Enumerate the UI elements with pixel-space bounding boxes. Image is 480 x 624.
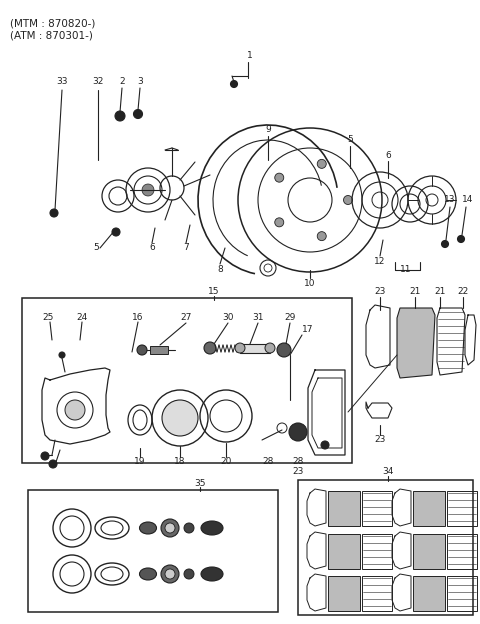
Circle shape	[115, 111, 125, 121]
Circle shape	[317, 159, 326, 168]
Circle shape	[321, 441, 329, 449]
Ellipse shape	[201, 521, 223, 535]
Circle shape	[317, 232, 326, 241]
Text: 34: 34	[382, 467, 394, 477]
Text: 24: 24	[76, 313, 88, 323]
Text: 18: 18	[174, 457, 186, 467]
Circle shape	[344, 195, 352, 205]
Text: 14: 14	[462, 195, 474, 205]
Circle shape	[235, 343, 245, 353]
Text: 29: 29	[284, 313, 296, 323]
Text: 7: 7	[183, 243, 189, 253]
Bar	[150, 346, 168, 354]
Ellipse shape	[140, 522, 156, 534]
Text: 6: 6	[385, 150, 391, 160]
Text: 28: 28	[262, 457, 274, 467]
Circle shape	[457, 235, 465, 243]
Circle shape	[133, 109, 143, 119]
Circle shape	[289, 423, 307, 441]
Bar	[447, 576, 477, 611]
Circle shape	[161, 565, 179, 583]
Polygon shape	[397, 308, 435, 378]
Text: 20: 20	[220, 457, 232, 467]
Text: 2: 2	[119, 77, 125, 87]
Circle shape	[49, 460, 57, 468]
Circle shape	[165, 523, 175, 533]
Text: 23: 23	[292, 467, 304, 477]
Text: 16: 16	[132, 313, 144, 323]
Bar	[328, 491, 360, 526]
Text: 21: 21	[434, 286, 446, 296]
Text: 10: 10	[304, 280, 316, 288]
Text: 25: 25	[42, 313, 54, 323]
Text: (MTM : 870820-): (MTM : 870820-)	[10, 18, 96, 28]
Circle shape	[112, 228, 120, 236]
Bar	[413, 534, 445, 569]
Text: 35: 35	[194, 479, 206, 487]
Text: 33: 33	[56, 77, 68, 87]
Circle shape	[137, 345, 147, 355]
Circle shape	[161, 519, 179, 537]
Text: 3: 3	[137, 77, 143, 87]
Bar	[22, 298, 352, 463]
Ellipse shape	[201, 567, 223, 581]
Circle shape	[184, 523, 194, 533]
Circle shape	[275, 173, 284, 182]
Bar	[28, 490, 278, 612]
Text: 9: 9	[265, 125, 271, 135]
Text: 23: 23	[374, 286, 386, 296]
Text: 11: 11	[400, 265, 412, 275]
Bar	[298, 480, 473, 615]
Circle shape	[165, 569, 175, 579]
Text: 28: 28	[292, 457, 304, 467]
Text: 32: 32	[92, 77, 104, 87]
Bar	[328, 576, 360, 611]
Circle shape	[41, 452, 49, 460]
Bar	[240, 344, 270, 353]
Ellipse shape	[140, 568, 156, 580]
Bar	[328, 534, 360, 569]
Text: 23: 23	[374, 436, 386, 444]
Bar	[362, 576, 392, 611]
Text: 13: 13	[444, 195, 456, 205]
Circle shape	[265, 343, 275, 353]
Bar	[447, 534, 477, 569]
Circle shape	[230, 80, 238, 87]
Text: 8: 8	[217, 265, 223, 275]
Text: 31: 31	[252, 313, 264, 323]
Circle shape	[50, 209, 58, 217]
Text: 27: 27	[180, 313, 192, 323]
Text: 30: 30	[222, 313, 234, 323]
Text: 12: 12	[374, 258, 386, 266]
Circle shape	[277, 343, 291, 357]
Circle shape	[442, 240, 448, 248]
Bar	[362, 534, 392, 569]
Circle shape	[184, 569, 194, 579]
Bar	[413, 491, 445, 526]
Text: 5: 5	[93, 243, 99, 253]
Circle shape	[59, 352, 65, 358]
Circle shape	[204, 342, 216, 354]
Text: 19: 19	[134, 457, 146, 467]
Text: 22: 22	[457, 286, 468, 296]
Text: 15: 15	[208, 286, 220, 296]
Circle shape	[275, 218, 284, 227]
Text: 6: 6	[149, 243, 155, 253]
Circle shape	[142, 184, 154, 196]
Bar	[362, 491, 392, 526]
Bar	[413, 576, 445, 611]
Text: 1: 1	[247, 52, 253, 61]
Text: 21: 21	[409, 286, 420, 296]
Bar	[447, 491, 477, 526]
Circle shape	[162, 400, 198, 436]
Text: (ATM : 870301-): (ATM : 870301-)	[10, 30, 93, 40]
Text: 17: 17	[302, 326, 314, 334]
Circle shape	[65, 400, 85, 420]
Text: 5: 5	[347, 135, 353, 145]
